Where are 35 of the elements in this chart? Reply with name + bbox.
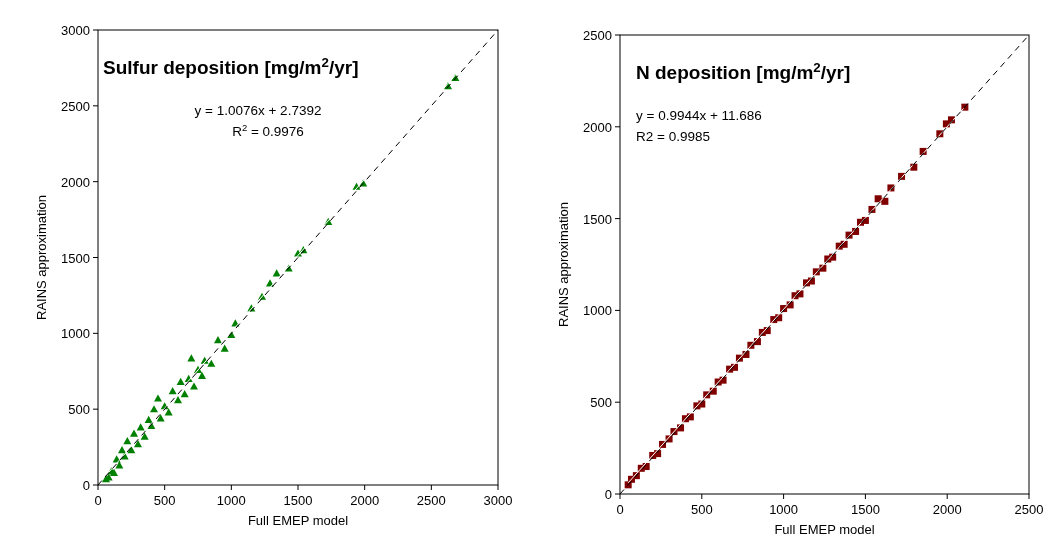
y-tick-label: 2500: [61, 98, 90, 114]
x-tick-label: 1500: [283, 493, 313, 508]
y-tick-label: 500: [68, 402, 90, 418]
y-tick-label: 0: [82, 478, 90, 493]
x-axis-title: Full EMEP model: [774, 522, 875, 537]
x-tick-label: 0: [94, 493, 102, 508]
annotation: y = 0.9944x + 11.686: [636, 108, 762, 123]
y-tick-label: 3000: [61, 23, 90, 38]
y-tick-label: 2500: [583, 28, 612, 43]
x-tick-label: 2000: [350, 493, 380, 508]
text: Sulfur deposition [mg/m$^{2}$/yr]: [103, 54, 359, 78]
text: N deposition [mg/m$^{2}$/yr]: [636, 59, 851, 83]
x-tick-label: 2500: [1014, 502, 1044, 517]
y-axis-title: RAINS approximation: [556, 202, 571, 327]
y-tick-label: 1000: [61, 326, 90, 342]
x-tick-label: 3000: [483, 493, 513, 508]
x-axis-title: Full EMEP model: [247, 513, 349, 528]
x-tick-label: 0: [616, 502, 624, 517]
x-tick-label: 500: [690, 502, 713, 517]
x-tick-label: 1500: [850, 502, 880, 517]
annotation: y = 1.0076x + 2.7392: [194, 103, 322, 118]
x-tick-label: 1000: [769, 502, 799, 517]
y-tick-label: 1500: [583, 211, 612, 227]
x-tick-label: 1000: [216, 493, 246, 508]
x-tick-label: 2500: [416, 493, 446, 508]
annotation: R2 = 0.9985: [636, 129, 710, 144]
y-tick-label: 1000: [583, 303, 612, 319]
x-tick-label: 500: [153, 493, 176, 508]
y-tick-label: 2000: [583, 119, 612, 135]
y-tick-label: 1500: [61, 250, 90, 266]
y-axis-title: RAINS approximation: [34, 195, 49, 320]
y-tick-label: 500: [590, 395, 612, 411]
annotation: R$^{2}$ = 0.9976: [232, 121, 304, 139]
y-tick-label: 2000: [61, 174, 90, 190]
x-tick-label: 2000: [932, 502, 962, 517]
